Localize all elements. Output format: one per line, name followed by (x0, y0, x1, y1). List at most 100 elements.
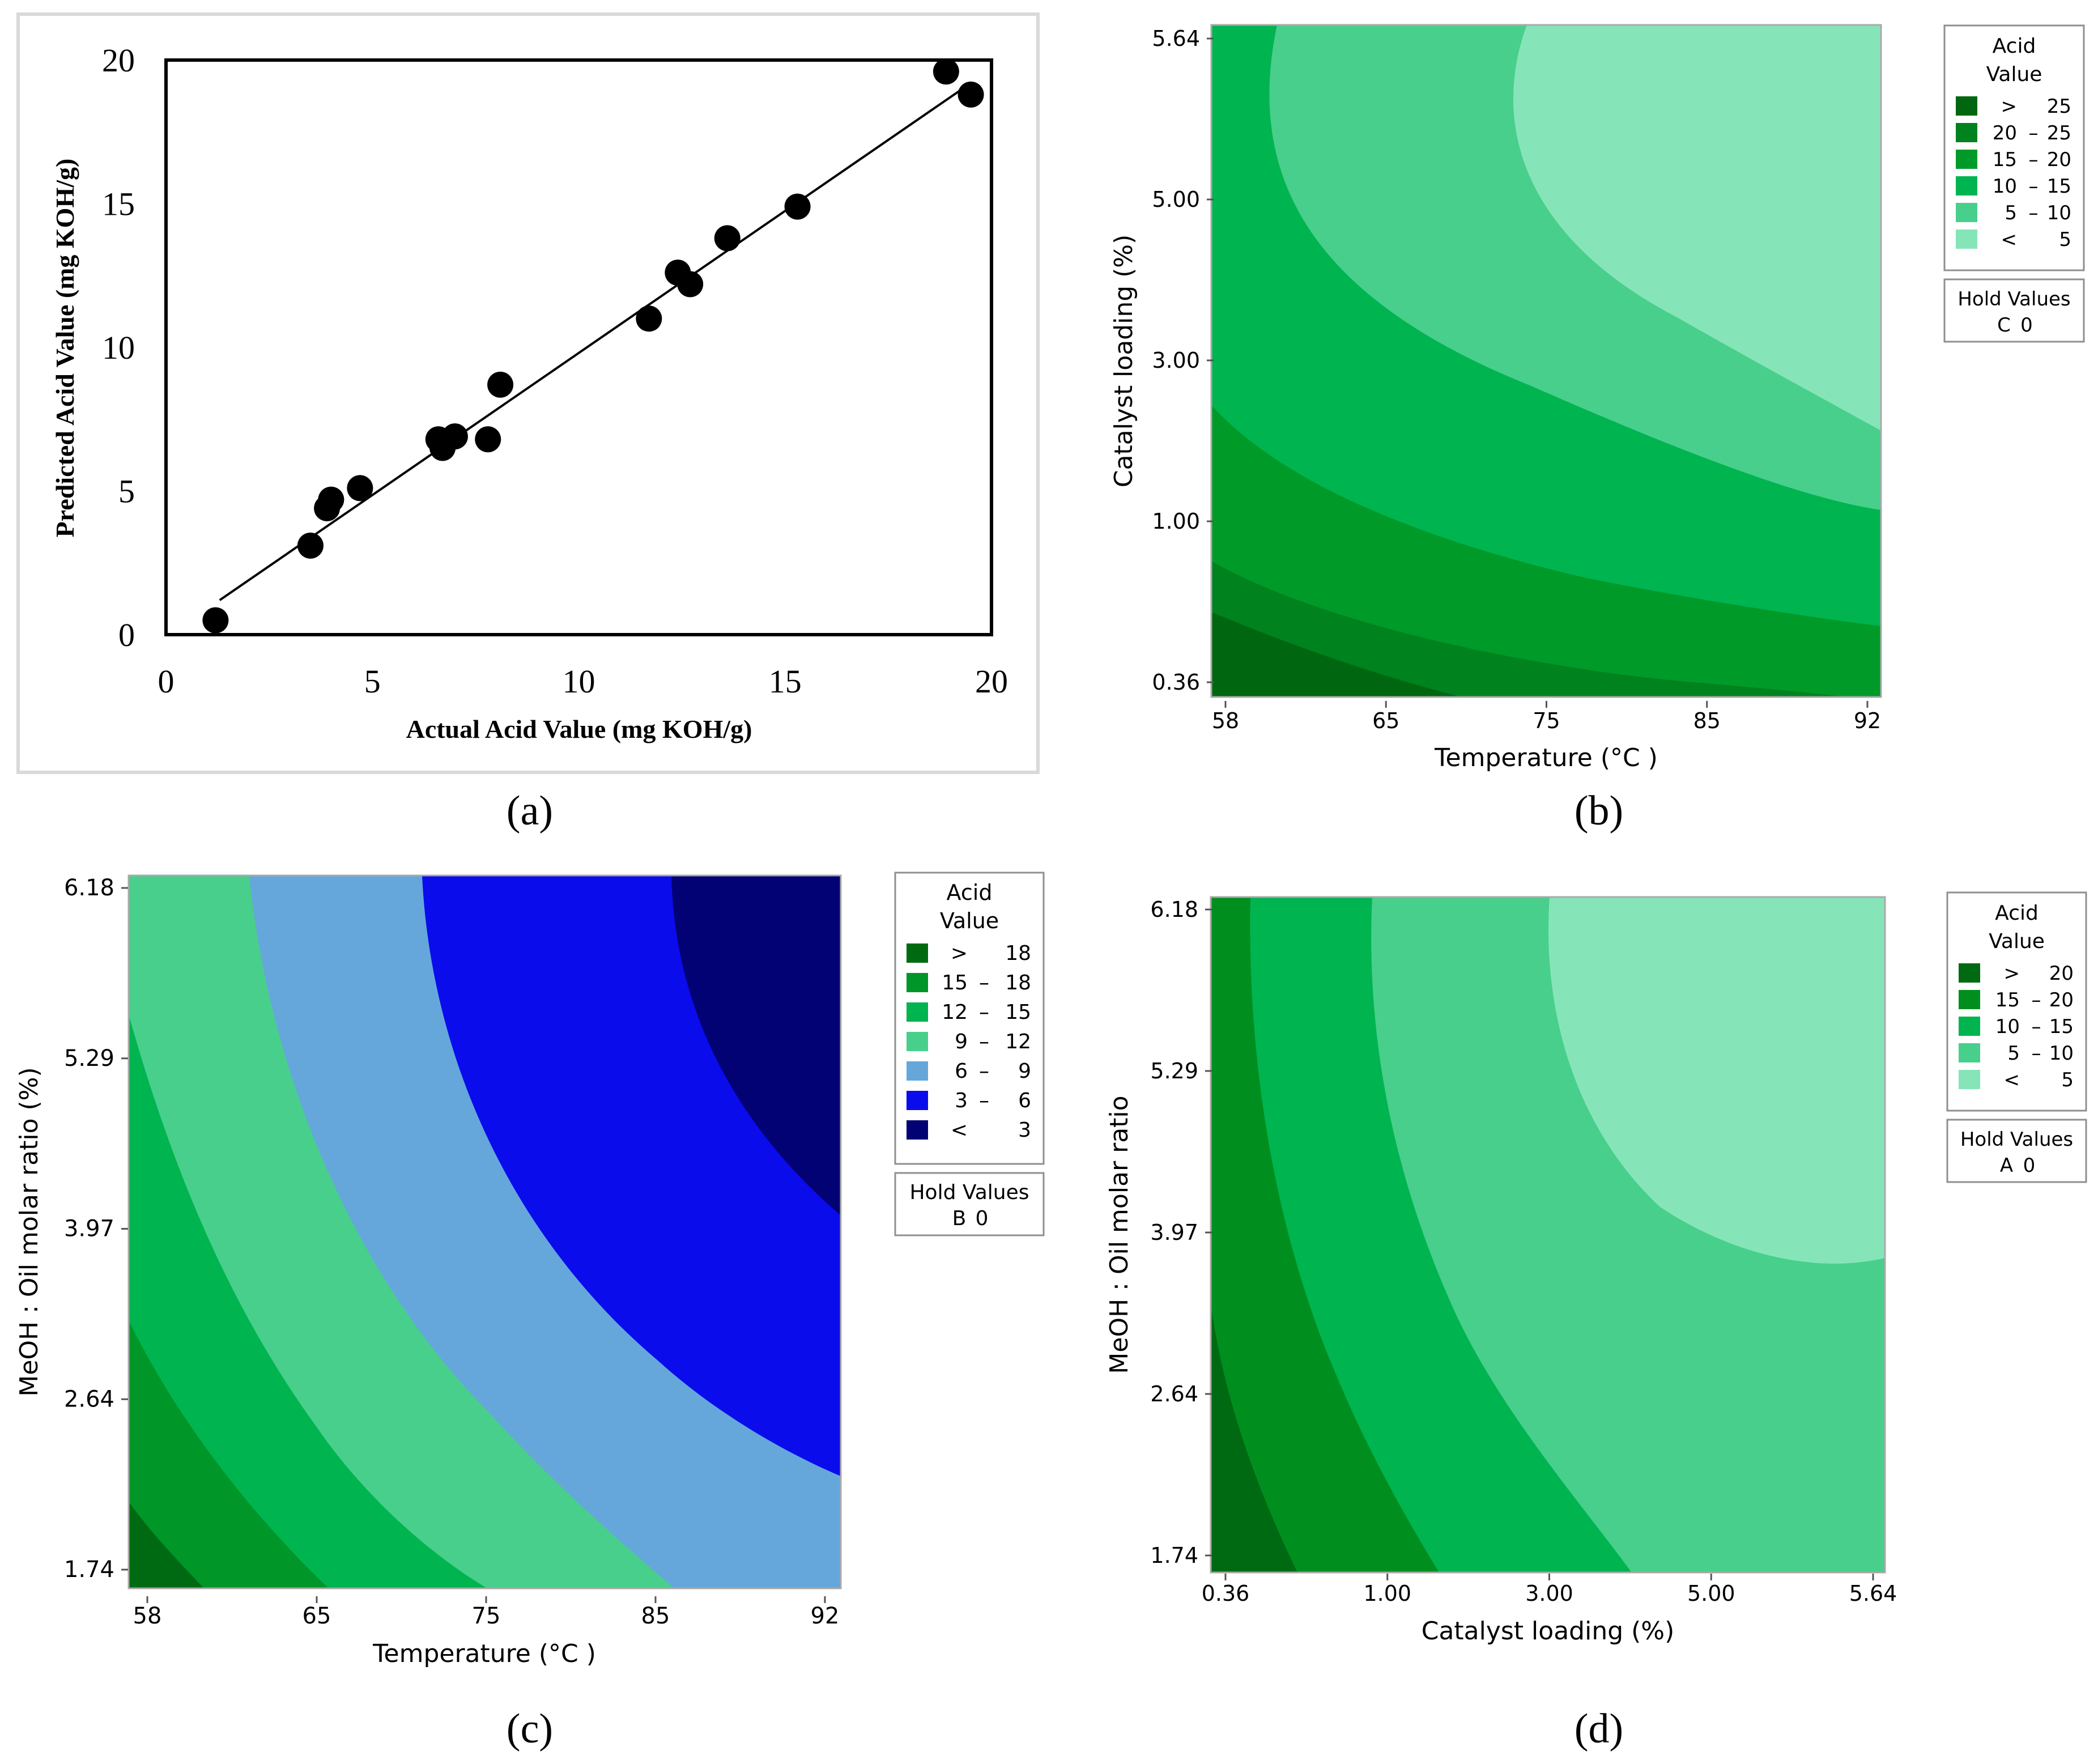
legend-level-low: > (2001, 95, 2018, 118)
data-point (441, 423, 468, 450)
panel-b-contours (1211, 25, 1881, 697)
legend-level-high: 10 (2047, 202, 2071, 224)
legend-dash: – (979, 1030, 989, 1053)
legend-swatch (1959, 963, 1980, 983)
legend-level-low: 12 (942, 1001, 968, 1024)
legend-level-high: 15 (2049, 1015, 2074, 1038)
legend-title: Value (1989, 930, 2045, 953)
y-tick-label: 1.00 (1152, 509, 1200, 534)
y-tick-label: 6.18 (1150, 897, 1198, 922)
legend-swatch (1959, 1070, 1980, 1089)
legend-swatch (907, 1032, 928, 1051)
legend-level-low: > (2004, 962, 2020, 985)
panel-c-y-ticks: 6.18 5.29 3.97 2.64 1.74 (64, 875, 128, 1583)
contour-band-15-20 (1211, 405, 1881, 697)
panel-d-y-label: MeOH : Oil molar ratio (1105, 1095, 1134, 1374)
panel-a-x-ticks: 0 5 10 15 20 (158, 663, 1008, 700)
fit-line (219, 82, 972, 601)
legend-swatch (1956, 203, 1977, 222)
legend-level-high: 6 (1018, 1089, 1031, 1112)
legend-level-high: 25 (2047, 122, 2071, 144)
panel-d-x-ticks: 0.36 1.00 3.00 5.00 5.64 (1202, 1574, 1897, 1606)
legend-swatch (1956, 229, 1977, 249)
hold-values-value: 0 (2023, 1154, 2036, 1177)
contour-band-gt-18 (129, 1502, 204, 1588)
x-tick-label: 10 (563, 663, 595, 700)
y-tick-label: 3.97 (64, 1216, 114, 1242)
legend-level-low: 9 (955, 1030, 968, 1053)
y-tick-label: 0.36 (1152, 670, 1200, 695)
legend-level-low: 10 (1993, 175, 2017, 198)
legend-level-high: 5 (2059, 228, 2071, 251)
data-point (297, 532, 324, 559)
panel-d: 0.36 1.00 3.00 5.00 5.64 6.18 5.29 3.97 2.64 1.7… (1105, 891, 2087, 1752)
x-tick-label: 75 (1533, 708, 1560, 733)
contour-band-12-15 (129, 1014, 487, 1588)
hold-values-title: Hold Values (1957, 288, 2070, 311)
legend-level-high: 20 (2049, 962, 2074, 985)
y-tick-label: 2.64 (1150, 1382, 1198, 1406)
y-tick-label: 15 (102, 186, 135, 223)
panel-c-caption: (c) (507, 1706, 553, 1752)
legend-level-low: > (951, 942, 968, 965)
x-tick-label: 0.36 (1202, 1581, 1250, 1606)
panel-c-x-ticks: 58 65 75 85 92 (133, 1596, 839, 1629)
y-tick-label: 6.18 (64, 875, 114, 901)
legend-level-low: 15 (1993, 148, 2017, 171)
contour-band-20-25 (1211, 561, 1847, 697)
legend-swatch (1956, 176, 1977, 195)
panel-a-x-label: Actual Acid Value (mg KOH/g) (406, 715, 752, 743)
data-point (487, 371, 514, 398)
hold-values-box (1946, 1119, 2087, 1183)
x-tick-label: 92 (1854, 708, 1881, 733)
legend-swatch (907, 1091, 928, 1110)
contour-band-lt-3 (671, 875, 841, 1215)
legend-swatch (907, 973, 928, 992)
legend-swatch (907, 943, 928, 963)
panel-a-y-label: Predicted Acid Value (mg KOH/g) (50, 159, 79, 538)
y-tick-label: 5.64 (1152, 26, 1200, 51)
legend-level-low: 5 (2007, 1042, 2020, 1065)
legend-level-low: 20 (1993, 122, 2017, 144)
contour-band-gt-20 (1211, 1303, 1297, 1572)
x-tick-label: 58 (133, 1603, 162, 1629)
legend-level-low: 15 (1995, 989, 2020, 1011)
panel-c-plot-border (127, 874, 842, 1589)
legend-dash: – (2029, 122, 2039, 144)
legend-dash: – (2032, 1015, 2041, 1038)
panel-a-caption: (a) (507, 788, 553, 834)
legend-dash: – (979, 1001, 989, 1024)
panel-b-caption: (b) (1574, 788, 1623, 834)
panel-c-contours (129, 875, 841, 1588)
legend-swatch (907, 1120, 928, 1140)
data-point (318, 486, 344, 513)
hold-values-factor: A (2000, 1154, 2013, 1177)
panel-a: 0 5 10 15 20 0 5 10 15 20 Actual Acid Value (mg … (16, 12, 1040, 834)
legend-level-low: 3 (955, 1089, 968, 1112)
y-tick-label: 5.29 (64, 1045, 114, 1072)
y-tick-label: 5.00 (1152, 187, 1200, 212)
legend-title: Acid (947, 880, 993, 905)
x-tick-label: 85 (1693, 708, 1721, 733)
y-tick-label: 5.29 (1150, 1059, 1198, 1083)
x-tick-label: 65 (303, 1603, 331, 1629)
contour-band-lt-5 (1548, 897, 1885, 1264)
legend-swatch (1956, 123, 1977, 142)
y-tick-label: 3.00 (1152, 348, 1200, 373)
hold-values-box (1943, 278, 2085, 343)
panel-d-caption: (d) (1574, 1706, 1623, 1752)
legend-level-high: 20 (2049, 989, 2074, 1011)
legend-level-low: < (2001, 228, 2018, 251)
legend-level-low: 10 (1995, 1015, 2020, 1038)
panel-a-y-ticks: 0 5 10 15 20 (102, 42, 135, 653)
panel-d-plot-border (1210, 896, 1886, 1574)
y-tick-label: 0 (118, 617, 135, 653)
hold-values-value: 0 (976, 1207, 989, 1230)
legend-level-low: 5 (2005, 202, 2017, 224)
legend-swatch (1959, 1017, 1980, 1036)
y-tick-label: 3.97 (1150, 1220, 1198, 1245)
contour-band-gt-25 (1211, 612, 1462, 697)
legend-level-high: 10 (2049, 1042, 2074, 1065)
y-tick-label: 20 (102, 42, 135, 79)
data-point (957, 81, 984, 108)
